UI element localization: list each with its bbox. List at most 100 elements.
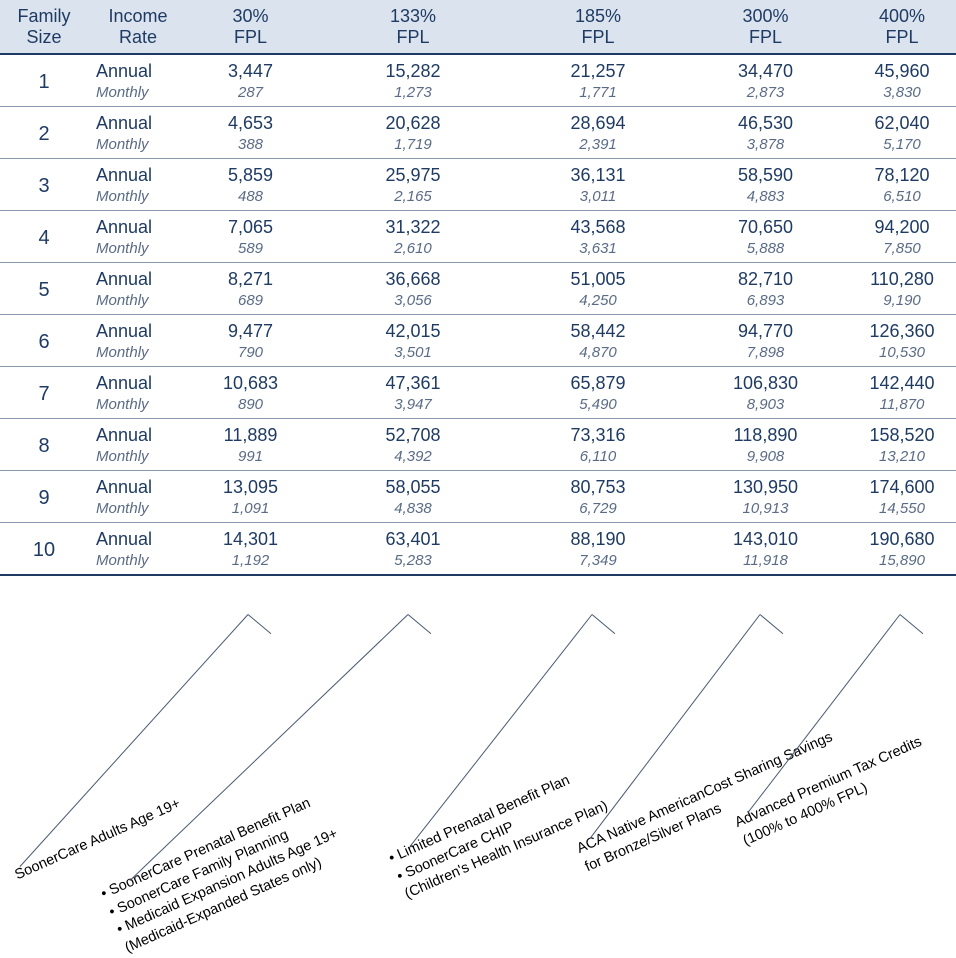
value-cell: 2,873	[683, 84, 848, 107]
family-size-cell: 10	[0, 523, 88, 576]
value-cell: 58,590	[683, 159, 848, 189]
table-row: Monthly3881,7192,3913,8785,170	[0, 136, 956, 159]
family-size-cell: 7	[0, 367, 88, 419]
income-rate-cell: Annual	[88, 107, 188, 137]
value-cell: 13,210	[848, 448, 956, 471]
value-cell: 62,040	[848, 107, 956, 137]
value-cell: 88,190	[513, 523, 683, 553]
income-rate-cell: Annual	[88, 419, 188, 449]
value-cell: 890	[188, 396, 313, 419]
value-cell: 190,680	[848, 523, 956, 553]
value-cell: 7,349	[513, 552, 683, 575]
table-row: Monthly8903,9475,4908,90311,870	[0, 396, 956, 419]
connector-line	[410, 614, 593, 847]
family-size-cell: 8	[0, 419, 88, 471]
value-cell: 15,282	[313, 54, 513, 84]
table-row: Monthly4882,1653,0114,8836,510	[0, 188, 956, 211]
callout-label: SoonerCare Adults Age 19+	[12, 795, 184, 886]
value-cell: 58,055	[313, 471, 513, 501]
income-rate-cell: Annual	[88, 263, 188, 293]
income-rate-cell: Monthly	[88, 448, 188, 471]
income-rate-cell: Annual	[88, 367, 188, 397]
value-cell: 8,903	[683, 396, 848, 419]
value-cell: 388	[188, 136, 313, 159]
value-cell: 118,890	[683, 419, 848, 449]
value-cell: 2,165	[313, 188, 513, 211]
value-cell: 9,190	[848, 292, 956, 315]
value-cell: 78,120	[848, 159, 956, 189]
value-cell: 58,442	[513, 315, 683, 345]
value-cell: 14,550	[848, 500, 956, 523]
value-cell: 3,011	[513, 188, 683, 211]
value-cell: 43,568	[513, 211, 683, 241]
value-cell: 9,477	[188, 315, 313, 345]
value-cell: 20,628	[313, 107, 513, 137]
value-cell: 34,470	[683, 54, 848, 84]
income-rate-cell: Annual	[88, 54, 188, 84]
income-rate-cell: Annual	[88, 315, 188, 345]
value-cell: 42,015	[313, 315, 513, 345]
value-cell: 3,631	[513, 240, 683, 263]
income-rate-cell: Monthly	[88, 136, 188, 159]
value-cell: 287	[188, 84, 313, 107]
table-row: 6Annual9,47742,01558,44294,770126,360	[0, 315, 956, 345]
value-cell: 1,273	[313, 84, 513, 107]
value-cell: 6,510	[848, 188, 956, 211]
income-rate-cell: Monthly	[88, 240, 188, 263]
income-rate-cell: Monthly	[88, 552, 188, 575]
col-header-30-fpl: 30%FPL	[188, 0, 313, 54]
value-cell: 1,771	[513, 84, 683, 107]
value-cell: 110,280	[848, 263, 956, 293]
connector-line	[408, 614, 432, 634]
value-cell: 65,879	[513, 367, 683, 397]
value-cell: 126,360	[848, 315, 956, 345]
value-cell: 143,010	[683, 523, 848, 553]
callout-label: ACA Native AmericanCost Sharing Savingsf…	[574, 728, 844, 877]
value-cell: 3,056	[313, 292, 513, 315]
value-cell: 3,447	[188, 54, 313, 84]
value-cell: 3,878	[683, 136, 848, 159]
family-size-cell: 5	[0, 263, 88, 315]
table-row: 7Annual10,68347,36165,879106,830142,440	[0, 367, 956, 397]
value-cell: 488	[188, 188, 313, 211]
income-rate-cell: Annual	[88, 471, 188, 501]
value-cell: 9,908	[683, 448, 848, 471]
value-cell: 80,753	[513, 471, 683, 501]
value-cell: 174,600	[848, 471, 956, 501]
family-size-cell: 2	[0, 107, 88, 159]
value-cell: 36,131	[513, 159, 683, 189]
connector-line	[748, 614, 901, 813]
table-row: Monthly6893,0564,2506,8939,190	[0, 292, 956, 315]
connector-line	[592, 614, 616, 634]
table-row: 4Annual7,06531,32243,56870,65094,200	[0, 211, 956, 241]
income-rate-cell: Annual	[88, 159, 188, 189]
value-cell: 5,859	[188, 159, 313, 189]
callout-label: • Limited Prenatal Benefit Plan• SoonerC…	[386, 761, 611, 904]
income-rate-cell: Monthly	[88, 500, 188, 523]
value-cell: 52,708	[313, 419, 513, 449]
col-header-income-rate: IncomeRate	[88, 0, 188, 54]
value-cell: 4,250	[513, 292, 683, 315]
value-cell: 2,610	[313, 240, 513, 263]
value-cell: 11,870	[848, 396, 956, 419]
col-header-185-fpl: 185%FPL	[513, 0, 683, 54]
family-size-cell: 4	[0, 211, 88, 263]
value-cell: 1,719	[313, 136, 513, 159]
value-cell: 3,501	[313, 344, 513, 367]
col-header-300-fpl: 300%FPL	[683, 0, 848, 54]
value-cell: 3,830	[848, 84, 956, 107]
connector-line	[248, 614, 272, 634]
value-cell: 11,889	[188, 419, 313, 449]
table-row: Monthly7903,5014,8707,89810,530	[0, 344, 956, 367]
fpl-table: FamilySize IncomeRate 30%FPL 133%FPL 185…	[0, 0, 956, 576]
value-cell: 6,893	[683, 292, 848, 315]
income-rate-cell: Monthly	[88, 292, 188, 315]
table-row: Monthly5892,6103,6315,8887,850	[0, 240, 956, 263]
value-cell: 25,975	[313, 159, 513, 189]
value-cell: 5,888	[683, 240, 848, 263]
value-cell: 142,440	[848, 367, 956, 397]
income-rate-cell: Monthly	[88, 188, 188, 211]
income-rate-cell: Annual	[88, 211, 188, 241]
value-cell: 36,668	[313, 263, 513, 293]
table-row: 1Annual3,44715,28221,25734,47045,960	[0, 54, 956, 84]
